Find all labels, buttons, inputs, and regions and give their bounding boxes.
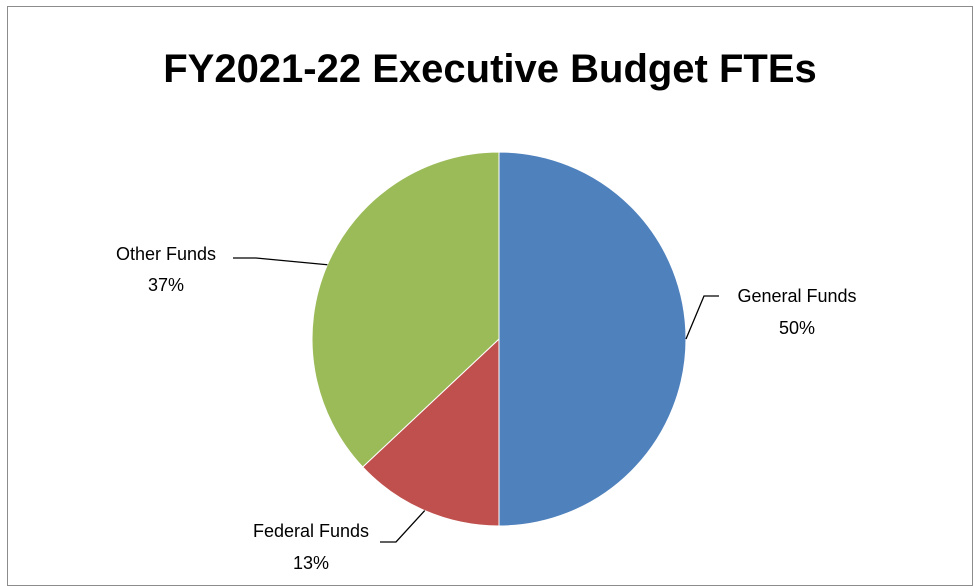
pie-slice-general-funds — [498, 151, 687, 527]
data-label-percent-federal-funds: 13% — [293, 553, 329, 573]
data-label-percent-general-funds: 50% — [779, 318, 815, 338]
data-label-percent-other-funds: 37% — [148, 275, 184, 295]
pie-slice-federal-funds — [361, 337, 500, 527]
leader-line-other-funds — [233, 257, 328, 266]
data-label-name-general-funds: General Funds — [737, 286, 856, 306]
pie-slices — [311, 151, 687, 527]
leader-lines — [233, 257, 719, 543]
leader-line-federal-funds — [380, 510, 426, 543]
chart-title: FY2021-22 Executive Budget FTEs — [163, 47, 817, 91]
data-label-name-federal-funds: Federal Funds — [253, 521, 369, 541]
leader-line-general-funds — [685, 295, 719, 340]
pie-slice-other-funds — [311, 151, 500, 468]
data-labels: General Funds 50% Federal Funds 13% Other Fu… — [116, 244, 857, 573]
data-label-name-other-funds: Other Funds — [116, 244, 216, 264]
